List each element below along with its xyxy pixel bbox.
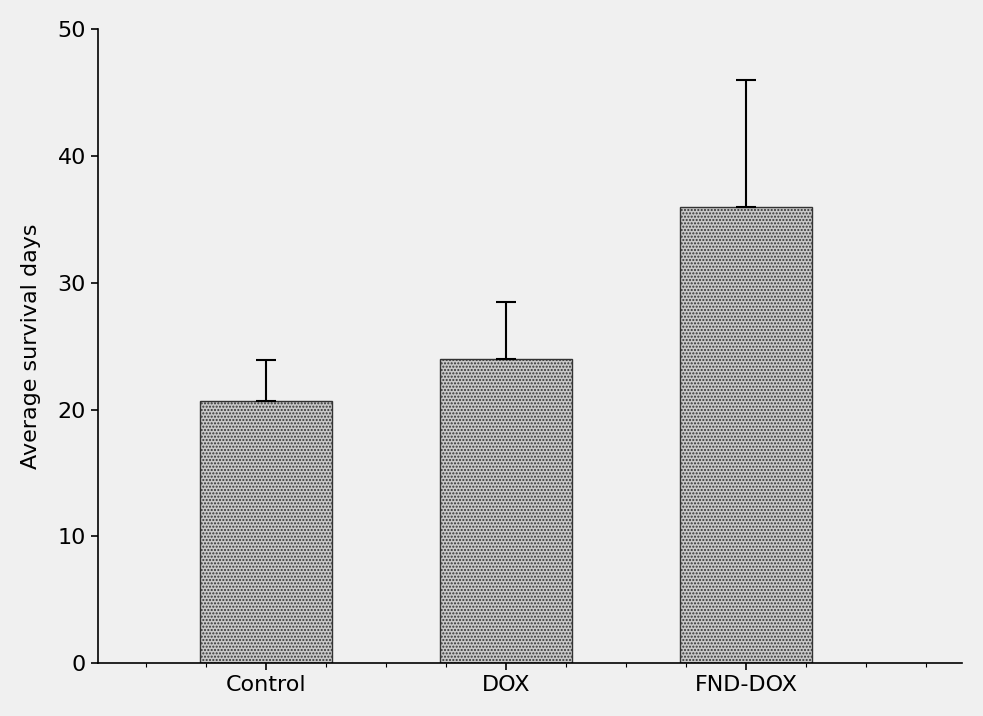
Y-axis label: Average survival days: Average survival days <box>21 223 41 469</box>
Bar <box>440 359 572 663</box>
Bar <box>200 401 332 663</box>
Bar <box>680 206 812 663</box>
